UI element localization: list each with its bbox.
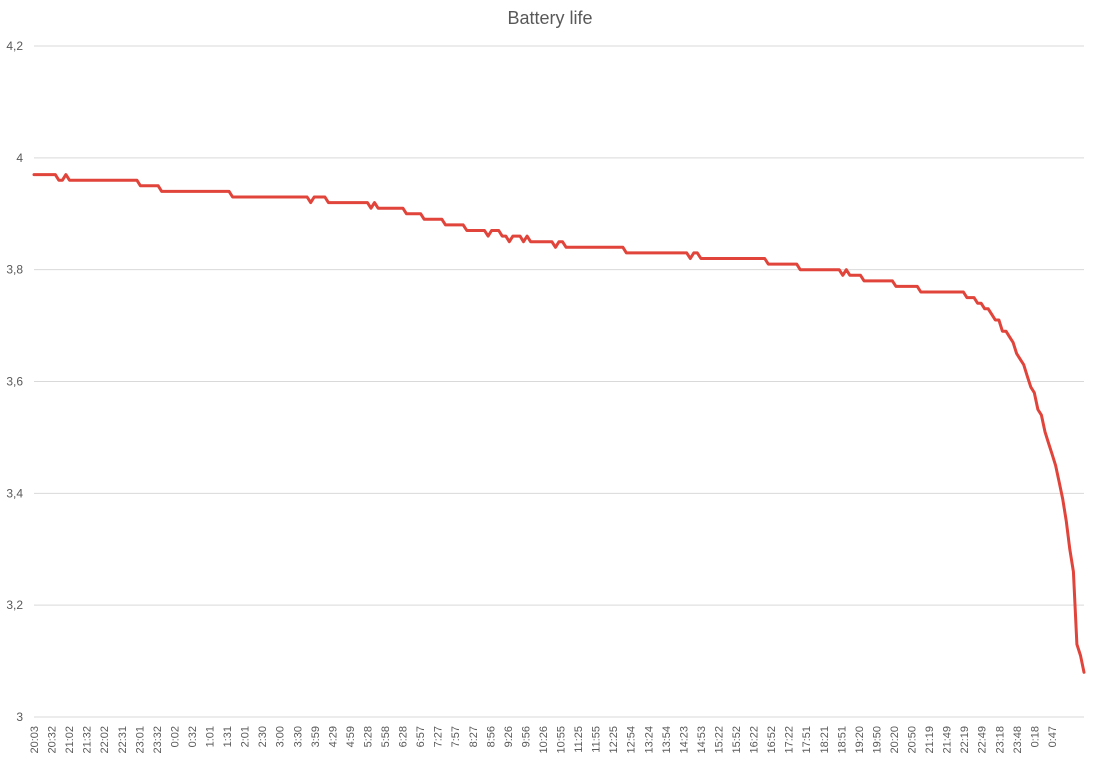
y-tick-label: 3,2: [6, 598, 23, 612]
x-tick-label: 6:57: [415, 726, 427, 747]
y-tick-label: 3,4: [6, 486, 23, 500]
x-tick-label: 0:32: [187, 726, 199, 747]
x-tick-label: 8:56: [485, 726, 497, 747]
x-tick-label: 7:27: [433, 726, 445, 747]
x-tick-label: 7:57: [450, 726, 462, 747]
battery-series-line: [32, 173, 1086, 674]
x-tick-label: 18:21: [819, 726, 831, 754]
x-tick-label: 22:19: [959, 726, 971, 754]
x-tick-label: 22:31: [117, 726, 129, 754]
x-tick-label: 21:49: [942, 726, 954, 754]
x-tick-label: 5:58: [380, 726, 392, 747]
x-tick-label: 23:01: [134, 726, 146, 754]
x-tick-label: 15:22: [714, 726, 726, 754]
x-tick-label: 23:48: [1012, 726, 1024, 754]
x-tick-label: 2:01: [240, 726, 252, 747]
x-tick-label: 10:55: [556, 726, 568, 754]
gridlines: [34, 45, 1084, 718]
x-tick-label: 4:29: [327, 726, 339, 747]
x-tick-label: 21:19: [924, 726, 936, 754]
x-tick-label: 5:28: [362, 726, 374, 747]
x-tick-label: 21:32: [82, 726, 94, 754]
x-tick-label: 6:28: [398, 726, 410, 747]
x-tick-label: 9:26: [503, 726, 515, 747]
x-tick-label: 2:30: [257, 726, 269, 747]
chart-title: Battery life: [507, 8, 593, 28]
x-tick-label: 23:18: [994, 726, 1006, 754]
x-tick-label: 19:50: [871, 726, 883, 754]
x-tick-label: 9:56: [520, 726, 532, 747]
x-tick-label: 0:47: [1047, 726, 1059, 747]
x-tick-label: 3:59: [310, 726, 322, 747]
x-tick-label: 3:30: [292, 726, 304, 747]
x-tick-label: 15:52: [731, 726, 743, 754]
x-tick-label: 19:20: [854, 726, 866, 754]
x-tick-label: 11:25: [573, 726, 585, 753]
y-tick-label: 3: [16, 710, 23, 724]
x-tick-label: 1:31: [222, 726, 234, 747]
y-tick-label: 4: [16, 151, 23, 165]
series-layer: [32, 173, 1086, 674]
x-tick-label: 22:49: [977, 726, 989, 754]
x-axis-ticks: 20:03 20:32 21:02 21:32 22:02 22:31 23:01 23:32…: [29, 726, 1059, 754]
x-tick-label: 12:25: [608, 726, 620, 754]
x-tick-label: 8:27: [468, 726, 480, 747]
x-tick-label: 16:52: [766, 726, 778, 754]
x-tick-label: 12:54: [626, 726, 638, 754]
x-tick-label: 20:03: [29, 726, 41, 754]
x-tick-label: 13:24: [643, 726, 655, 754]
x-tick-label: 16:22: [749, 726, 761, 754]
x-tick-label: 0:18: [1029, 726, 1041, 747]
x-tick-label: 14:53: [696, 726, 708, 754]
x-tick-label: 20:50: [907, 726, 919, 754]
x-tick-label: 21:02: [64, 726, 76, 754]
x-tick-label: 14:23: [678, 726, 690, 754]
x-tick-label: 1:01: [205, 726, 217, 747]
x-tick-label: 20:32: [47, 726, 59, 754]
x-tick-label: 23:32: [152, 726, 164, 754]
x-tick-label: 10:26: [538, 726, 550, 754]
x-tick-label: 22:02: [99, 726, 111, 754]
x-tick-label: 18:51: [836, 726, 848, 754]
y-tick-label: 3,6: [6, 375, 23, 389]
x-tick-label: 17:22: [784, 726, 796, 754]
x-tick-label: 0:02: [169, 726, 181, 747]
x-tick-label: 4:59: [345, 726, 357, 747]
x-tick-label: 13:54: [661, 726, 673, 754]
y-axis-ticks: 3 3,2 3,4 3,6 3,8 4 4,2: [6, 39, 23, 724]
x-tick-label: 11:55: [591, 726, 603, 753]
x-tick-label: 20:20: [889, 726, 901, 754]
x-tick-label: 3:00: [275, 726, 287, 747]
y-tick-label: 3,8: [6, 263, 23, 277]
x-tick-label: 17:51: [801, 726, 813, 754]
y-tick-label: 4,2: [6, 39, 23, 53]
